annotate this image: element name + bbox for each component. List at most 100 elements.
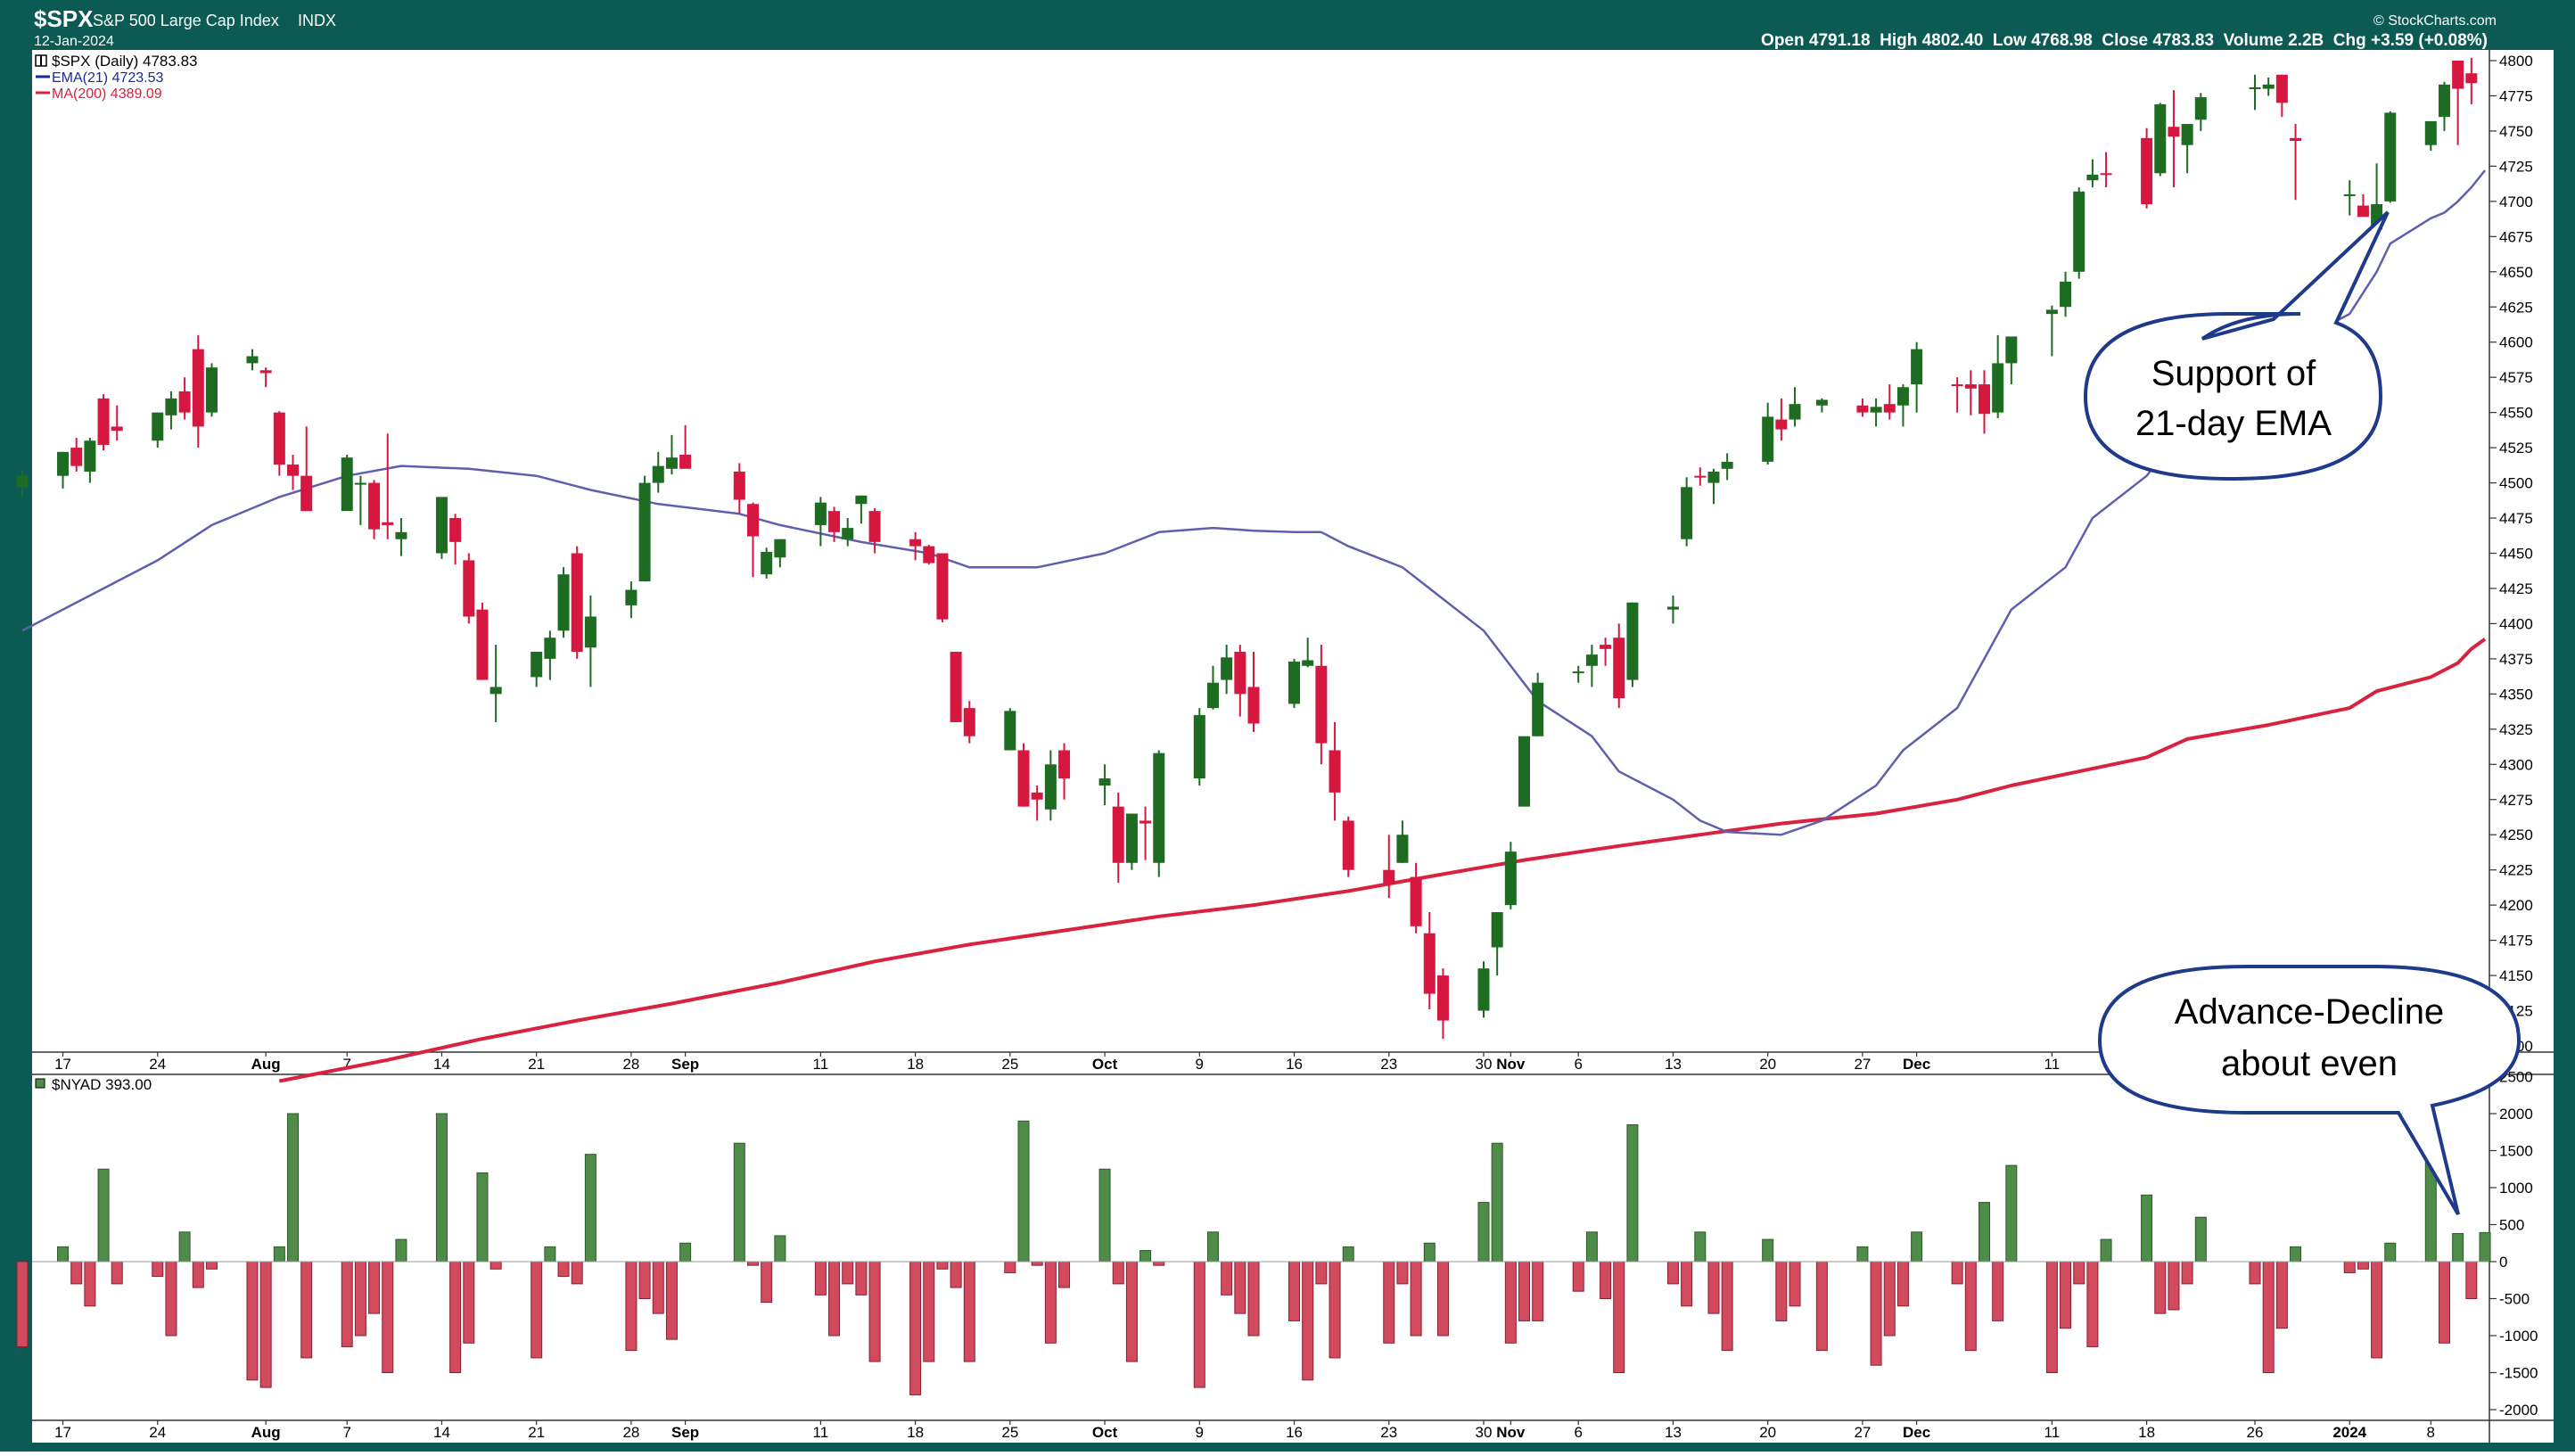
nyad-bar [1491, 1142, 1503, 1263]
candle-body [1112, 806, 1124, 863]
candle-body [435, 497, 448, 554]
candle-body [557, 574, 570, 631]
nyad-bar [652, 1261, 664, 1314]
callout-adline: Advance-Decline about even [2097, 965, 2522, 1216]
nyad-bar [1666, 1261, 1679, 1285]
nyad-bar [1342, 1246, 1354, 1263]
candle-body [205, 367, 218, 413]
nyad-bar [1410, 1261, 1422, 1337]
price-y-tick-label: 4625 [2499, 299, 2533, 316]
x-tick-label: 24 [149, 1424, 166, 1441]
nyad-bar [259, 1261, 272, 1388]
candle-body [950, 652, 962, 722]
candle-body [746, 504, 759, 537]
nyad-bar [544, 1246, 556, 1263]
candle-body [1396, 835, 1409, 863]
x-tick-label: 11 [2044, 1424, 2061, 1441]
ma200-line [278, 638, 2487, 1083]
price-y-tick-label: 4200 [2499, 897, 2533, 914]
nyad-bar [638, 1261, 651, 1299]
candle-body [1329, 750, 1341, 793]
nyad-bar [111, 1261, 123, 1285]
x-tick-label: 11 [813, 1056, 829, 1073]
candle-body [1883, 404, 1896, 413]
nyad-bar [1681, 1261, 1693, 1307]
x-tick-label: 18 [907, 1056, 924, 1073]
price-y-tick-label: 4525 [2499, 440, 2533, 457]
nyad-bar [1193, 1261, 1205, 1388]
candle-body [2154, 103, 2167, 174]
candle-body [1153, 753, 1165, 863]
nyad-bar [1694, 1231, 1707, 1263]
nyad-bar [489, 1261, 502, 1270]
x-tick-label: Oct [1092, 1424, 1118, 1441]
nyad-bar [2154, 1261, 2167, 1314]
x-tick-label: Dec [1903, 1056, 1930, 1073]
candle-body [449, 518, 462, 542]
nyad-bar [1585, 1231, 1598, 1263]
nyad-bar [855, 1261, 868, 1296]
candle-body [1762, 416, 1774, 462]
nyad-bar [2194, 1216, 2207, 1263]
price-legend: $SPX (Daily) 4783.83 EMA(21) 4723.53 MA(… [35, 53, 197, 102]
candle-body [1681, 487, 1693, 539]
header-symbol: $SPX [34, 5, 94, 32]
x-tick-label: 27 [1854, 1056, 1871, 1073]
candle-body [814, 502, 827, 525]
nyad-bar [2045, 1261, 2058, 1373]
nyad-bar [2452, 1232, 2464, 1263]
price-y-tick-label: 4225 [2499, 862, 2533, 879]
candle-body [1342, 820, 1354, 870]
nyad-bar [746, 1261, 759, 1266]
header-ohlc: Open 4791.18 High 4802.40 Low 4768.98 Cl… [1761, 31, 2488, 50]
nyad-bar [814, 1261, 827, 1296]
candle-body [111, 426, 123, 432]
nyad-bar [1978, 1202, 1990, 1263]
candle-body [828, 511, 841, 532]
header-brand: © StockCharts.com [2373, 13, 2497, 29]
nyad-y-tick-label: -2000 [2499, 1402, 2538, 1419]
x-tick-label: 9 [1196, 1424, 1204, 1441]
x-tick-label: 8 [2427, 1424, 2435, 1441]
candle-body [1302, 660, 1314, 666]
candle-body [1315, 665, 1328, 744]
price-y-tick-label: 4750 [2499, 123, 2533, 140]
candle-body [1491, 912, 1503, 948]
candle-body [2073, 191, 2086, 272]
nyad-bar [1613, 1261, 1625, 1373]
nyad-bar [300, 1261, 313, 1359]
nyad-bar [205, 1261, 218, 1270]
candle-body [1613, 638, 1625, 699]
candle-body [2343, 193, 2356, 196]
candle-body [2275, 74, 2288, 103]
candle-body [246, 356, 259, 364]
nyad-bar [1707, 1261, 1720, 1314]
nyad-bar [2073, 1261, 2086, 1285]
candle-body [84, 440, 96, 472]
nyad-bar [1951, 1261, 1963, 1285]
candle-body [1410, 876, 1422, 926]
nyad-bar [1600, 1261, 1612, 1299]
nyad-bar [368, 1261, 381, 1314]
price-y-tick-label: 4175 [2499, 933, 2533, 950]
candle-body [57, 451, 70, 476]
price-y-tick-label: 4550 [2499, 405, 2533, 422]
nyad-bar [1125, 1261, 1138, 1362]
candle-body [679, 455, 692, 469]
nyad-bar [84, 1261, 96, 1307]
nyad-bar [2086, 1261, 2099, 1347]
candle-body [1856, 405, 1869, 413]
candle-body [1721, 461, 1733, 469]
x-tick-label: 16 [1286, 1424, 1303, 1441]
callout-ema-support-bubble [2083, 210, 2390, 481]
candle-body [463, 560, 475, 617]
candle-body [1436, 975, 1449, 1021]
candle-body [909, 539, 922, 547]
nyad-bar [1504, 1261, 1517, 1344]
nyad-bar [950, 1261, 962, 1288]
candle-body [287, 465, 300, 476]
candle-body [868, 511, 881, 542]
price-y-tick-label: 4600 [2499, 334, 2533, 351]
nyad-bar [774, 1235, 786, 1263]
candle-body [2100, 173, 2112, 176]
